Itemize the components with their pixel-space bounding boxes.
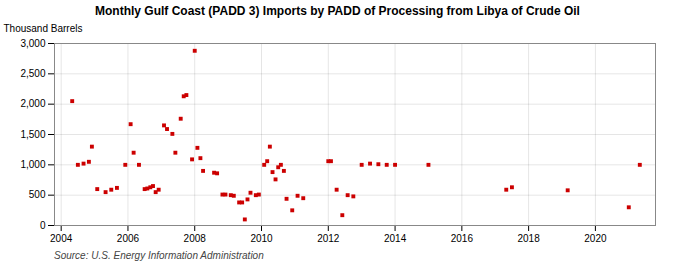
svg-text:500: 500 (29, 189, 46, 200)
html-text:Monthly Gulf Coast (PADD 3) Im: Monthly Gulf Coast (PADD 3) Imports by P… (95, 4, 580, 18)
svg-text:2008: 2008 (184, 233, 207, 244)
svg-text:2018: 2018 (517, 233, 540, 244)
svg-text:2016: 2016 (451, 233, 474, 244)
svg-text:1,000: 1,000 (20, 159, 45, 170)
svg-text:2004: 2004 (50, 233, 73, 244)
svg-text:Thousand Barrels: Thousand Barrels (4, 23, 83, 34)
svg-text:2006: 2006 (117, 233, 140, 244)
svg-text:2,500: 2,500 (20, 68, 45, 79)
svg-text:2012: 2012 (317, 233, 340, 244)
svg-text:2010: 2010 (250, 233, 273, 244)
svg-text:2014: 2014 (384, 233, 407, 244)
html-text:Source: U.S. Energy Informatio: Source: U.S. Energy Information Administ… (54, 250, 264, 261)
svg-text:2,000: 2,000 (20, 98, 45, 109)
svg-text:0: 0 (40, 220, 46, 231)
svg-text:1,500: 1,500 (20, 129, 45, 140)
svg-text:3,000: 3,000 (20, 38, 45, 49)
svg-text:2020: 2020 (584, 233, 607, 244)
